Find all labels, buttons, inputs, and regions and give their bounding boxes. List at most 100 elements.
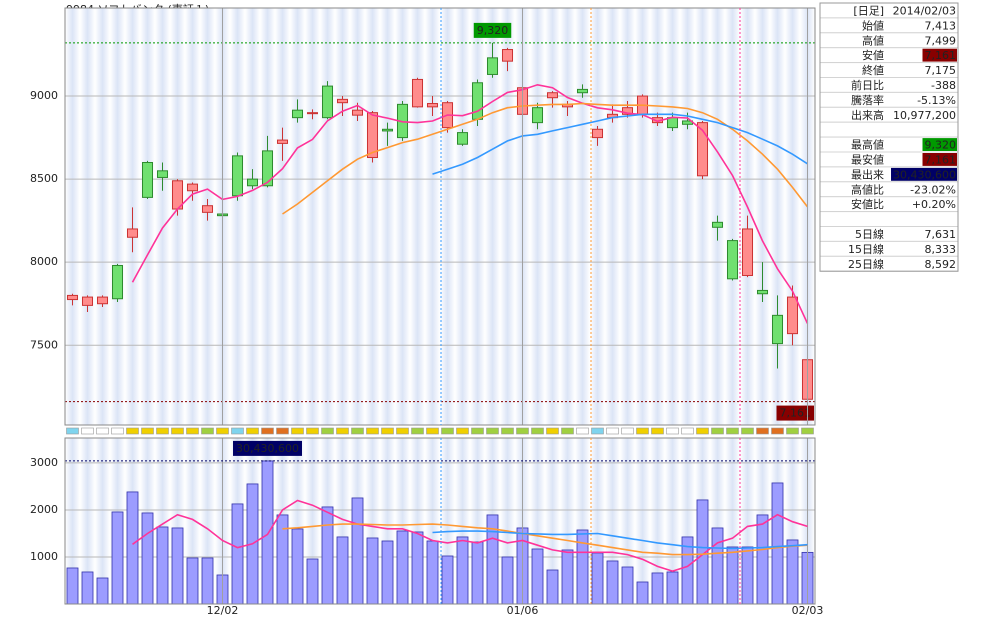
candle-body (667, 117, 678, 129)
info-value: 10,977,200 (893, 109, 956, 122)
candle-body (532, 107, 543, 124)
volume-bar (126, 491, 139, 605)
background-band (590, 8, 605, 425)
info-value-box (922, 153, 957, 166)
reference-label: 9,320 (477, 24, 509, 37)
background-band (335, 8, 350, 425)
indicator-box (366, 427, 379, 435)
background-band (365, 8, 380, 425)
indicator-box (276, 427, 289, 435)
volume-bar (291, 528, 304, 605)
indicator-box (216, 427, 229, 435)
volume-bar (591, 552, 604, 605)
indicator-box (666, 427, 679, 435)
indicator-box (726, 427, 739, 435)
volume-bar (396, 530, 409, 605)
reference-label: 30,430,600 (236, 442, 299, 455)
volume-bar (171, 527, 184, 605)
y-tick-label: 2000 (30, 503, 58, 516)
background-band (80, 438, 95, 604)
info-row (819, 211, 959, 228)
volume-bar (786, 539, 799, 605)
indicator-box (426, 427, 439, 435)
info-label: 始値 (862, 18, 884, 32)
candle-body (187, 183, 198, 192)
moving-average-line (131, 83, 809, 324)
background-band (665, 8, 680, 425)
volume-bar (636, 581, 649, 605)
indicator-box (516, 427, 529, 435)
background-band (350, 8, 365, 425)
candle-body (292, 109, 303, 119)
y-tick-label: 7500 (30, 338, 58, 351)
volume-bar (321, 506, 334, 605)
indicator-box (81, 427, 94, 435)
reference-label-box (233, 440, 302, 456)
candle-body (157, 170, 168, 178)
info-value: +0.20% (912, 198, 956, 211)
info-label: 5日線 (855, 227, 884, 241)
indicator-box (351, 427, 364, 435)
info-value: 8,592 (925, 258, 957, 271)
background-band (500, 8, 515, 425)
indicator-box (756, 427, 769, 435)
background-band (290, 8, 305, 425)
indicator-box (231, 427, 244, 435)
volume-bar (756, 514, 769, 605)
x-tick-label: 02/03 (792, 604, 824, 617)
background-band (665, 438, 680, 604)
background-band (155, 8, 170, 425)
volume-bar (576, 529, 589, 605)
indicator-box (321, 427, 334, 435)
info-label: 最安値 (851, 152, 884, 166)
indicator-box (411, 427, 424, 435)
volume-bar (231, 503, 244, 605)
background-band (65, 8, 80, 425)
volume-bar (726, 546, 739, 605)
candle-body (262, 150, 273, 187)
info-panel-frame (819, 2, 959, 272)
reference-label: 7,161 (780, 407, 812, 420)
volume-bar (441, 555, 454, 605)
volume-bar (426, 540, 439, 605)
info-label: 騰落率 (851, 93, 884, 107)
y-tick-label: 8500 (30, 172, 58, 185)
indicator-box (546, 427, 559, 435)
candle-body (577, 88, 588, 94)
background-band (560, 8, 575, 425)
background-band (170, 8, 185, 425)
background-band (725, 8, 740, 425)
info-value: 8,333 (925, 243, 957, 256)
indicator-box (711, 427, 724, 435)
background-band (575, 8, 590, 425)
volume-bar (306, 558, 319, 605)
background-band (320, 8, 335, 425)
candle-body (382, 128, 393, 132)
background-band (440, 8, 455, 425)
volume-bar (471, 541, 484, 605)
background-band (785, 8, 800, 425)
volume-bar (381, 540, 394, 605)
volume-bar (501, 556, 514, 605)
candle-body (127, 228, 138, 238)
volume-bar (651, 572, 664, 605)
info-value: 7,499 (925, 34, 957, 47)
info-label: 15日線 (848, 242, 884, 256)
background-band (545, 8, 560, 425)
moving-average-line (132, 499, 808, 572)
volume-bar (621, 566, 634, 605)
candle-body (757, 289, 768, 295)
volume-bar (336, 536, 349, 605)
candle-body (307, 112, 318, 115)
info-value: 7,631 (925, 228, 957, 241)
volume-bar (96, 577, 109, 605)
indicator-box (471, 427, 484, 435)
info-label: 最出来 (851, 167, 884, 181)
background-band (635, 8, 650, 425)
indicator-box (771, 427, 784, 435)
indicator-box (201, 427, 214, 435)
volume-bar (771, 482, 784, 605)
volume-bar (456, 536, 469, 605)
candle-body (142, 162, 153, 198)
